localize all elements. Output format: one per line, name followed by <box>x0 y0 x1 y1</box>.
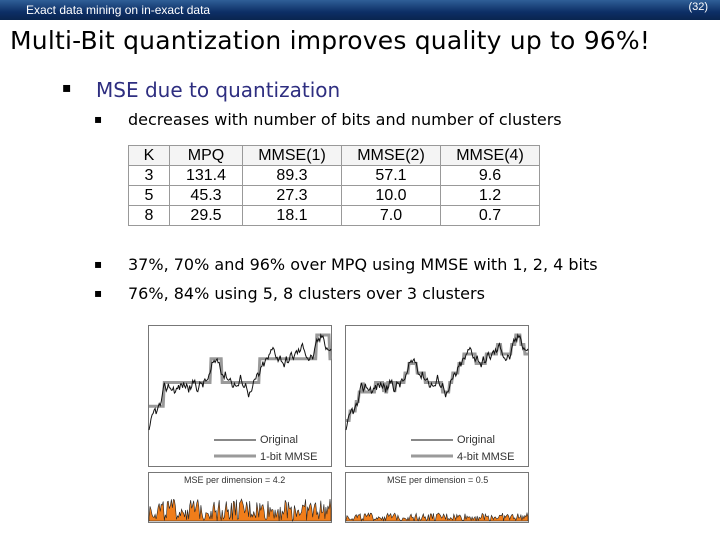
table-cell: 29.5 <box>169 205 243 226</box>
table-cell: 9.6 <box>440 165 540 186</box>
quantization-table: K MPQ MMSE(1) MMSE(2) MMSE(4) 3 131.4 89… <box>128 145 540 226</box>
table-cell: 45.3 <box>169 185 243 206</box>
table-cell: 18.1 <box>242 205 342 226</box>
table-cell: 8 <box>128 205 170 226</box>
table-cell: 5 <box>128 185 170 206</box>
left-error-area <box>148 498 332 523</box>
table-cell: 89.3 <box>242 165 342 186</box>
table-header-mmse2: MMSE(2) <box>341 145 441 166</box>
bullet-marker: ▪ <box>94 257 103 271</box>
table-row: 3 131.4 89.3 57.1 9.6 <box>128 165 540 186</box>
right-original-series <box>345 333 529 431</box>
slide-title: Multi-Bit quantization improves quality … <box>10 26 651 55</box>
bullet-marker: ▪ <box>94 286 103 300</box>
legend-original-label: Original <box>457 434 495 446</box>
legend-approx-label: 1-bit MMSE <box>260 451 317 463</box>
table-cell: 57.1 <box>341 165 441 186</box>
table-row: 8 29.5 18.1 7.0 0.7 <box>128 205 540 226</box>
table-row: 5 45.3 27.3 10.0 1.2 <box>128 185 540 206</box>
legend-approx-label: 4-bit MMSE <box>457 451 514 463</box>
bullet-sub-3-text: 76%, 84% using 5, 8 clusters over 3 clus… <box>128 284 485 303</box>
table-header-mpq: MPQ <box>169 145 243 166</box>
right-timeseries-plot: Original 4-bit MMSE MSE per dimension = … <box>345 325 529 525</box>
table-cell: 131.4 <box>169 165 243 186</box>
right-error-area <box>345 511 529 522</box>
table-cell: 1.2 <box>440 185 540 206</box>
page-number: (32) <box>688 1 708 13</box>
table-cell: 27.3 <box>242 185 342 206</box>
bullet-sub-1-text: decreases with number of bits and number… <box>128 110 562 129</box>
header-text: Exact data mining on in-exact data <box>26 3 211 17</box>
legend-original-label: Original <box>260 434 298 446</box>
table-header-k: K <box>128 145 170 166</box>
left-original-series <box>148 333 332 431</box>
left-mse-label: MSE per dimension = 4.2 <box>184 475 285 485</box>
table-cell: 0.7 <box>440 205 540 226</box>
table-header-mmse1: MMSE(1) <box>242 145 342 166</box>
left-approx-series <box>149 333 332 408</box>
bullet-marker: ▪ <box>94 112 103 126</box>
bullet-main-text: MSE due to quantization <box>96 78 341 102</box>
header-bar: Exact data mining on in-exact data (32) <box>0 0 720 20</box>
left-plot-frame <box>148 325 332 467</box>
table-cell: 10.0 <box>341 185 441 206</box>
table-cell: 3 <box>128 165 170 186</box>
table-header-row: K MPQ MMSE(1) MMSE(2) MMSE(4) <box>128 145 540 166</box>
bullet-sub-2-text: 37%, 70% and 96% over MPQ using MMSE wit… <box>128 255 598 274</box>
right-approx-series <box>346 333 528 422</box>
bullet-marker: ▪ <box>62 80 72 96</box>
table-cell: 7.0 <box>341 205 441 226</box>
table-header-mmse4: MMSE(4) <box>440 145 540 166</box>
right-mse-label: MSE per dimension = 0.5 <box>387 475 488 485</box>
left-timeseries-plot: Original 1-bit MMSE MSE per dimension = … <box>148 325 332 525</box>
